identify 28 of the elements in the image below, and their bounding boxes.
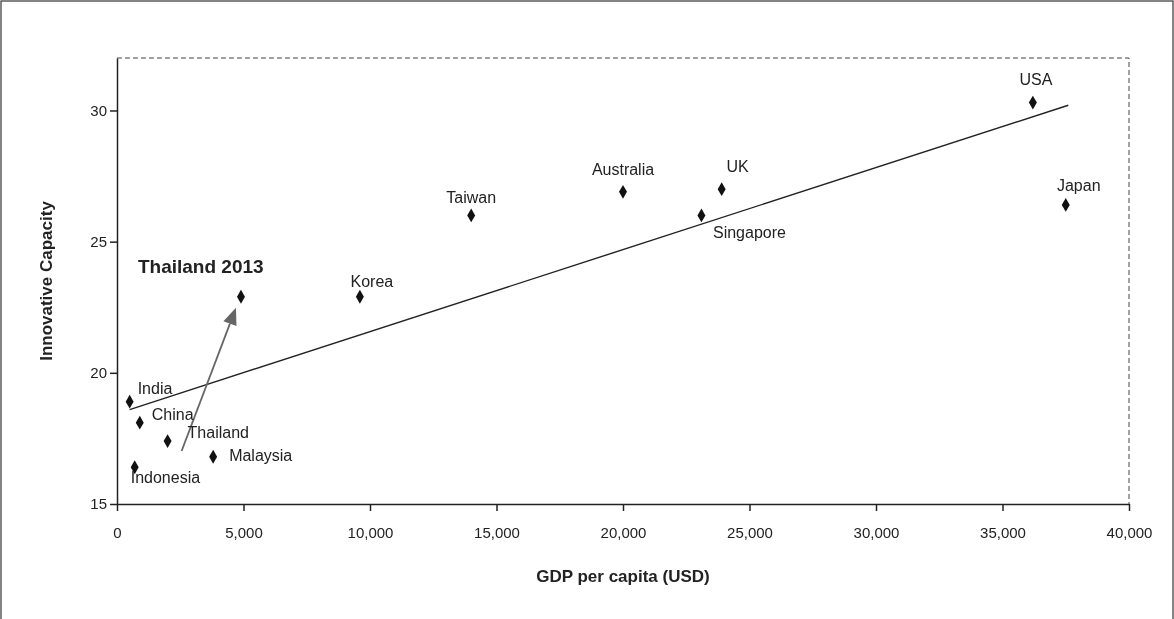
annotation: Singapore [712,224,786,242]
x-tick-label: 40,000 [1106,524,1153,541]
x-tick-label: 20,000 [600,524,647,541]
y-axis-title: Innovative Capacity [37,200,56,361]
x-tick-label: 35,000 [980,524,1026,541]
annotation: India [137,379,173,397]
y-tick-label: 30 [90,101,107,119]
annotation: UK [726,158,750,176]
annotation: Korea [350,272,394,290]
x-tick-label: 0 [113,524,122,541]
y-tick-label: 25 [90,232,107,250]
x-axis-title: GDP per capita (USD) [536,567,710,586]
annotation: Thailand [187,424,249,442]
x-tick-label: 25,000 [727,524,773,541]
x-tick-label: 30,000 [853,524,900,541]
x-tick-label: 15,000 [474,524,520,541]
y-tick-label: 20 [90,364,107,382]
annotation: Taiwan [446,189,497,207]
y-tick-label: 15 [90,495,107,513]
x-tick-label: 5,000 [225,524,263,541]
annotation: Japan [1056,176,1101,194]
annotation: Indonesia [130,469,201,487]
annotation: Australia [591,160,655,178]
annotation: Malaysia [229,446,293,464]
annotation: Thailand 2013 [137,255,264,277]
annotation: USA [1019,70,1053,88]
annotation: China [151,405,194,423]
x-tick-label: 10,000 [347,524,394,541]
